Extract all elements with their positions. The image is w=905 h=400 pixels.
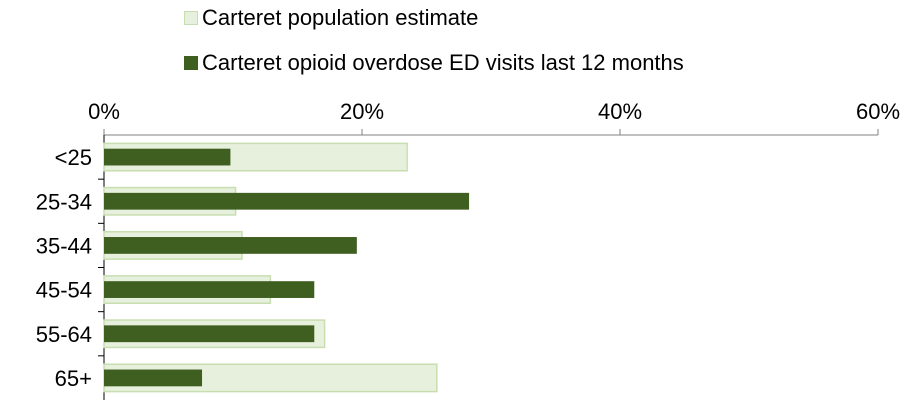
legend-swatch-ed-visits (184, 56, 198, 70)
x-tick-label: 0% (88, 99, 120, 124)
bar-ed-visits (104, 192, 470, 210)
bar-ed-visits (104, 369, 203, 387)
y-tick-label: <25 (55, 145, 92, 170)
legend-item-population: Carteret population estimate (184, 5, 478, 31)
bar-ed-visits (104, 148, 231, 166)
bar-ed-visits (104, 237, 357, 254)
bar-ed-visits (104, 281, 315, 298)
legend-label-ed-visits: Carteret opioid overdose ED visits last … (202, 50, 684, 75)
bar-ed-visits (104, 325, 315, 343)
bar-population (103, 142, 408, 172)
legend-label-population: Carteret population estimate (202, 5, 479, 30)
y-tick-label: 65+ (55, 366, 92, 391)
x-tick-label: 40% (598, 99, 642, 124)
y-tick-label: 35-44 (36, 233, 92, 258)
x-tick-label: 60% (856, 99, 900, 124)
y-tick-label: 55-64 (36, 322, 92, 347)
legend-item-ed-visits: Carteret opioid overdose ED visits last … (184, 50, 684, 76)
y-tick-label: 45-54 (36, 278, 92, 303)
legend-swatch-population (184, 11, 198, 25)
y-tick-label: 25-34 (36, 189, 92, 214)
x-tick-label: 20% (340, 99, 384, 124)
